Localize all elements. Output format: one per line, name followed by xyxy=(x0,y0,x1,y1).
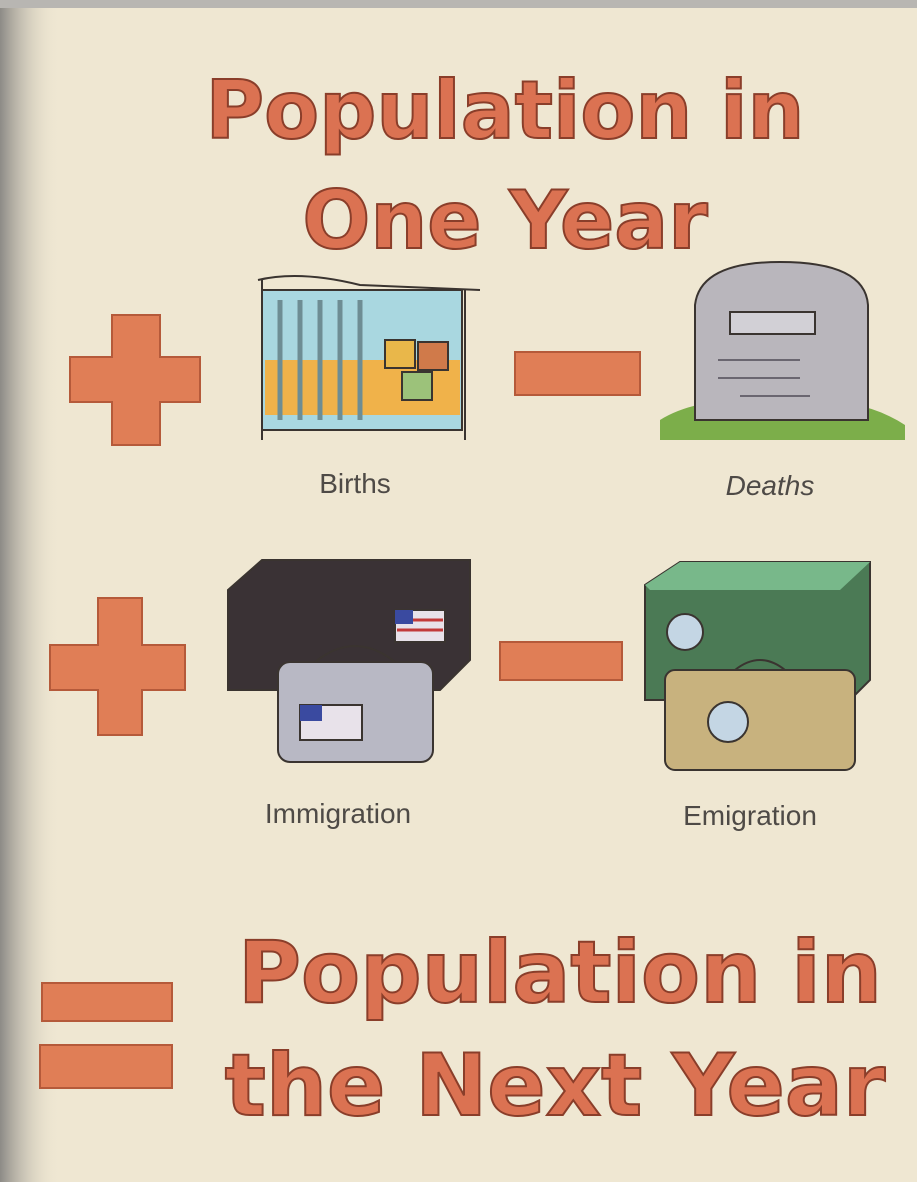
term-label: Immigration xyxy=(265,798,411,829)
result-line: Population in xyxy=(238,923,882,1023)
minus-sign xyxy=(515,352,640,395)
result-line: the Next Year xyxy=(225,1036,886,1136)
title-line: Population in xyxy=(205,64,804,157)
suitcases-illustration xyxy=(645,562,870,770)
title-line: One Year xyxy=(302,174,708,267)
term-label: Births xyxy=(319,468,391,499)
minus-sign xyxy=(500,642,622,680)
top-edge xyxy=(0,0,917,8)
equals-bar xyxy=(40,1045,172,1088)
diagram: Population in One Year Births Deaths xyxy=(0,0,917,1182)
term-label: Emigration xyxy=(683,800,817,831)
equals-bar xyxy=(42,983,172,1021)
crib-illustration xyxy=(258,276,480,440)
term-label: Deaths xyxy=(726,470,815,501)
